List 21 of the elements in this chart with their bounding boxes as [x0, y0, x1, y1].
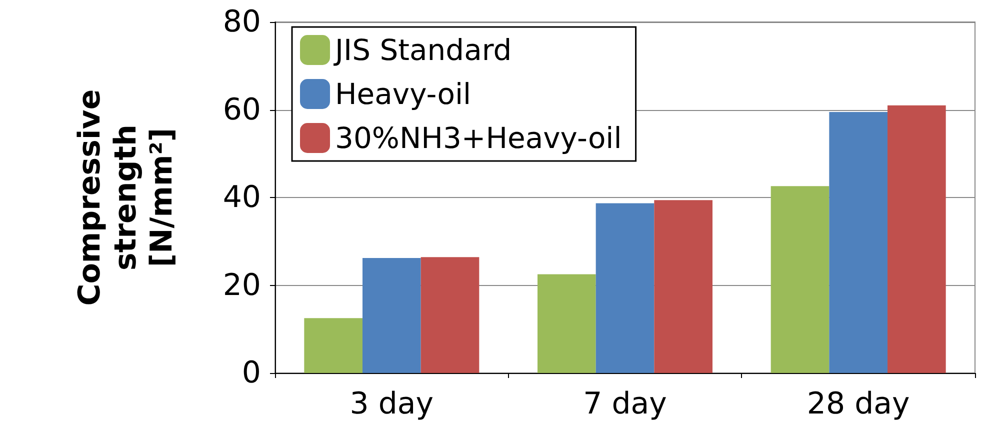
bar — [770, 186, 830, 373]
bar — [304, 318, 362, 373]
y-tick-label: 80 — [222, 4, 261, 40]
bar — [888, 105, 946, 373]
bar — [654, 200, 712, 373]
y-tick-label: 60 — [222, 92, 261, 128]
legend-label: JIS Standard — [333, 33, 512, 67]
bar — [596, 203, 654, 373]
x-tick-label: 7 day — [583, 386, 667, 422]
y-axis-title: Compressive strength [N/mm²] — [72, 89, 180, 306]
y-tick-label: 40 — [222, 180, 261, 215]
bar — [420, 257, 480, 373]
y-tick-label: 20 — [222, 268, 261, 303]
legend-label: Heavy-oil — [335, 77, 472, 111]
bar — [538, 274, 596, 373]
y-tick-label: 0 — [242, 356, 261, 390]
legend-label: 30%NH3+Heavy-oil — [335, 121, 622, 155]
x-tick-label: 28 day — [806, 386, 910, 422]
bar — [362, 258, 421, 373]
bar — [829, 112, 888, 373]
x-tick-label: 3 day — [350, 386, 434, 422]
